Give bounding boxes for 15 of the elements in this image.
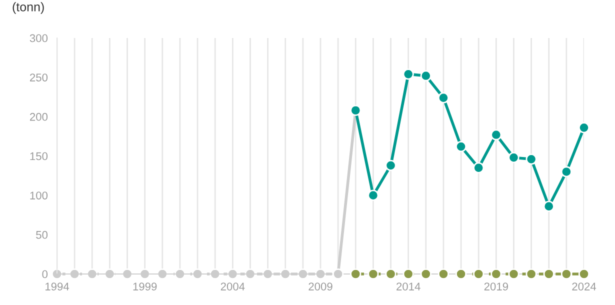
x-tick-label: 2024: [572, 282, 596, 290]
x-tick-label: 2004: [220, 282, 245, 290]
x-tick-label: 2009: [308, 282, 332, 290]
x-tick-label: 1994: [45, 282, 70, 290]
y-tick-label: 0: [42, 270, 48, 278]
y-tick-label: 250: [30, 74, 48, 82]
y-tick-label: 100: [30, 192, 48, 200]
y-tick-label: 300: [30, 34, 48, 42]
y-tick-label: 150: [30, 152, 48, 160]
y-tick-label: 50: [36, 230, 48, 239]
x-tick-label: 1999: [133, 282, 157, 290]
y-axis-title: (tonn): [12, 2, 44, 14]
x-tick-label: 2014: [396, 282, 420, 290]
y-tick-label: 200: [30, 112, 48, 121]
x-tick-label: 2019: [484, 282, 508, 290]
